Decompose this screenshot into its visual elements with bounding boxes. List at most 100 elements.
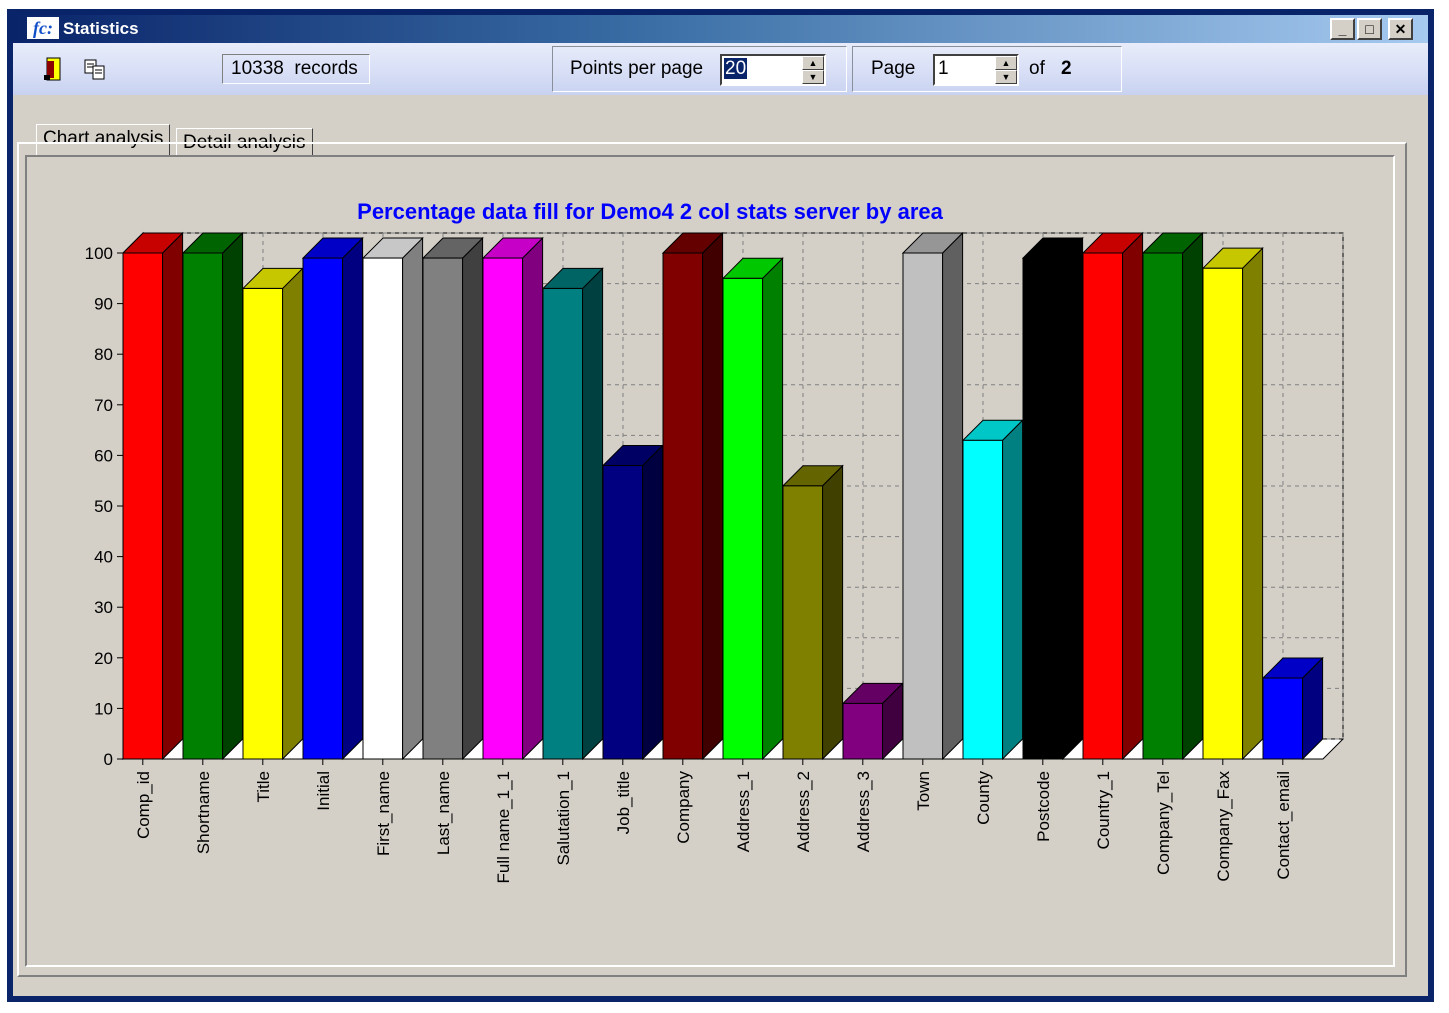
app-logo: fc: xyxy=(27,17,59,39)
y-tick-label: 30 xyxy=(94,598,113,617)
bar-front[interactable] xyxy=(362,257,404,760)
bar-front[interactable] xyxy=(722,277,764,760)
bar-side xyxy=(762,257,784,761)
bar-top xyxy=(1201,247,1264,269)
x-tick-label: First_name xyxy=(374,771,393,856)
x-tick-label: Salutation_1 xyxy=(554,771,573,866)
close-button[interactable]: ✕ xyxy=(1388,18,1413,40)
bar-front[interactable] xyxy=(1022,257,1064,760)
bar-front[interactable] xyxy=(182,252,224,760)
bar-front[interactable] xyxy=(542,287,584,760)
x-tick-label: Address_3 xyxy=(854,771,873,852)
x-tick-label: Title xyxy=(254,771,273,803)
copy-icon[interactable] xyxy=(83,57,107,81)
window-title: Statistics xyxy=(63,19,139,38)
y-tick-label: 90 xyxy=(94,295,113,314)
bar-side xyxy=(222,231,244,761)
bar-top xyxy=(481,237,544,259)
bar-top xyxy=(121,232,184,254)
bar-front[interactable] xyxy=(422,257,464,760)
bar-side xyxy=(1122,231,1144,761)
of-label: of xyxy=(1029,58,1045,79)
bar-side xyxy=(462,236,484,761)
exit-door-icon[interactable] xyxy=(41,57,65,81)
x-tick-label: Address_1 xyxy=(734,771,753,852)
spin-down-icon[interactable]: ▼ xyxy=(802,70,824,84)
bar-top xyxy=(901,232,964,254)
x-tick-label: Address_2 xyxy=(794,771,813,852)
page-stepper[interactable]: ▲ ▼ xyxy=(995,56,1017,84)
bar-side xyxy=(342,236,364,761)
x-tick-label: Company_Fax xyxy=(1214,771,1233,882)
bar-front[interactable] xyxy=(122,252,164,760)
x-tick-label: Town xyxy=(914,771,933,811)
total-pages: 2 xyxy=(1061,58,1072,79)
x-tick-label: Country_1 xyxy=(1094,771,1113,849)
page-value[interactable]: 1 xyxy=(938,58,949,79)
bar-top xyxy=(661,232,724,254)
y-tick-label: 60 xyxy=(94,446,113,465)
page-group: Page 1 ▲ ▼ of 2 xyxy=(852,46,1122,92)
bar-front[interactable] xyxy=(602,465,644,760)
bar-side xyxy=(942,231,964,761)
bar-front[interactable] xyxy=(842,702,884,760)
bar-side xyxy=(1242,246,1264,761)
bar-side xyxy=(642,444,664,761)
points-per-page-spinner[interactable]: 20 ▲ ▼ xyxy=(720,54,826,86)
bar-front[interactable] xyxy=(962,439,1004,760)
y-tick-label: 20 xyxy=(94,649,113,668)
bar-top xyxy=(1021,237,1084,259)
bar-front[interactable] xyxy=(1202,267,1244,760)
maximize-button[interactable]: □ xyxy=(1357,18,1382,40)
spin-up-icon[interactable]: ▲ xyxy=(802,56,824,70)
y-tick-label: 40 xyxy=(94,548,113,567)
bar-side xyxy=(522,236,544,761)
bar-side xyxy=(1062,236,1084,761)
minimize-button[interactable]: _ xyxy=(1330,18,1355,40)
bar-top xyxy=(781,465,844,487)
y-tick-label: 70 xyxy=(94,396,113,415)
bar-top xyxy=(421,237,484,259)
y-tick-label: 10 xyxy=(94,699,113,718)
records-label: records xyxy=(294,58,358,79)
bar-front[interactable] xyxy=(782,485,824,760)
records-count: 10338 xyxy=(231,58,284,79)
bar-front[interactable] xyxy=(242,287,284,760)
page-spinner[interactable]: 1 ▲ ▼ xyxy=(933,54,1019,86)
bar-side xyxy=(582,267,604,761)
x-tick-label: Contact_email xyxy=(1274,771,1293,880)
x-tick-label: Last_name xyxy=(434,771,453,855)
page-label: Page xyxy=(871,58,916,79)
tab-panel xyxy=(17,142,1407,977)
bar-front[interactable] xyxy=(902,252,944,760)
x-tick-label: Company_Tel xyxy=(1154,771,1173,875)
points-per-page-label: Points per page xyxy=(570,58,704,79)
bar-front[interactable] xyxy=(1142,252,1184,760)
x-tick-label: Comp_id xyxy=(134,771,153,839)
x-tick-label: Shortname xyxy=(194,771,213,854)
bar-top xyxy=(1081,232,1144,254)
y-tick-label: 50 xyxy=(94,497,113,516)
bar-front[interactable] xyxy=(1082,252,1124,760)
bar-front[interactable] xyxy=(302,257,344,760)
chart-area: Percentage data fill for Demo4 2 col sta… xyxy=(25,155,1395,967)
bar-front[interactable] xyxy=(662,252,704,760)
bar-top xyxy=(541,267,604,289)
bar-side xyxy=(162,231,184,761)
spin-down-icon[interactable]: ▼ xyxy=(995,70,1017,84)
x-tick-label: Company xyxy=(674,771,693,844)
bar-top xyxy=(721,257,784,279)
points-per-page-value[interactable]: 20 xyxy=(724,58,748,79)
bar-side xyxy=(402,236,424,761)
bar-side xyxy=(702,231,724,761)
x-tick-label: Initial xyxy=(314,771,333,811)
y-tick-label: 80 xyxy=(94,345,113,364)
bar-top xyxy=(361,237,424,259)
spin-up-icon[interactable]: ▲ xyxy=(995,56,1017,70)
bar-chart: Percentage data fill for Demo4 2 col sta… xyxy=(85,199,1345,883)
bar-front[interactable] xyxy=(1262,677,1304,760)
title-bar[interactable]: fc: Statistics _ □ ✕ xyxy=(13,15,1428,43)
x-tick-label: Postcode xyxy=(1034,771,1053,842)
points-per-page-stepper[interactable]: ▲ ▼ xyxy=(802,56,824,84)
bar-front[interactable] xyxy=(482,257,524,760)
